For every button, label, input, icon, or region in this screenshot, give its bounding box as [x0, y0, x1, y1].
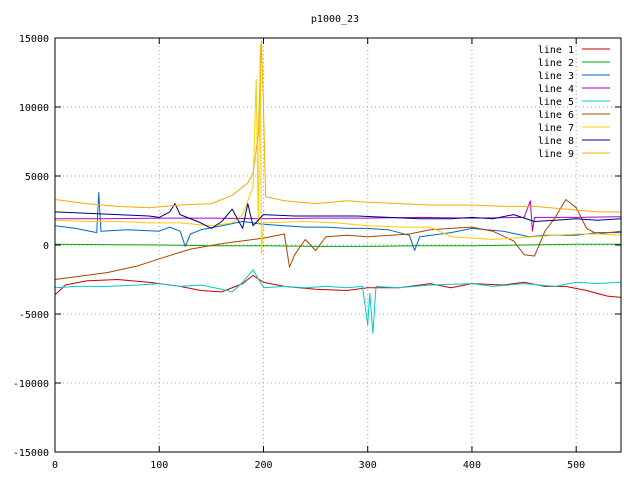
x-tick-label: 400	[463, 460, 481, 471]
series-line-1	[54, 274, 622, 298]
series-line-3	[54, 192, 621, 251]
y-tick-label: -5000	[19, 310, 49, 321]
y-tick-label: -10000	[13, 379, 49, 390]
legend-label: line 2	[538, 58, 574, 69]
series-lines	[54, 40, 622, 334]
axis-ticks: 0 100 200 300 400 500 -15000 -10000 -5000 0 5000 10…	[13, 34, 621, 471]
chart-title: p1000_23	[311, 14, 359, 25]
legend-label: line 1	[538, 45, 574, 56]
series-line-7	[54, 44, 622, 254]
x-tick-label: 200	[254, 460, 272, 471]
legend-label: line 4	[538, 84, 574, 95]
series-line-5	[54, 269, 622, 334]
series-line-6	[54, 199, 622, 280]
y-tick-label: 0	[43, 241, 49, 252]
series-line-4	[55, 200, 622, 232]
series-line-9	[54, 40, 621, 213]
legend-label: line 5	[538, 97, 574, 108]
x-tick-label: 300	[359, 460, 377, 471]
legend-label: line 3	[538, 71, 574, 82]
legend-label: line 7	[538, 123, 574, 134]
y-tick-label: 10000	[19, 103, 49, 114]
series-line-8	[54, 203, 622, 229]
legend-label: line 6	[538, 110, 574, 121]
y-tick-label: 5000	[25, 172, 49, 183]
legend: line 1 line 2 line 3 line 4 line 5 line 6 line…	[538, 45, 610, 160]
legend-label: line 8	[538, 136, 574, 147]
series-line-2	[54, 243, 621, 247]
x-tick-label: 100	[150, 460, 168, 471]
legend-label: line 9	[538, 149, 574, 160]
x-tick-label: 0	[52, 460, 58, 471]
y-tick-label: 15000	[19, 34, 49, 45]
y-tick-label: -15000	[13, 448, 49, 459]
x-tick-label: 500	[567, 460, 585, 471]
